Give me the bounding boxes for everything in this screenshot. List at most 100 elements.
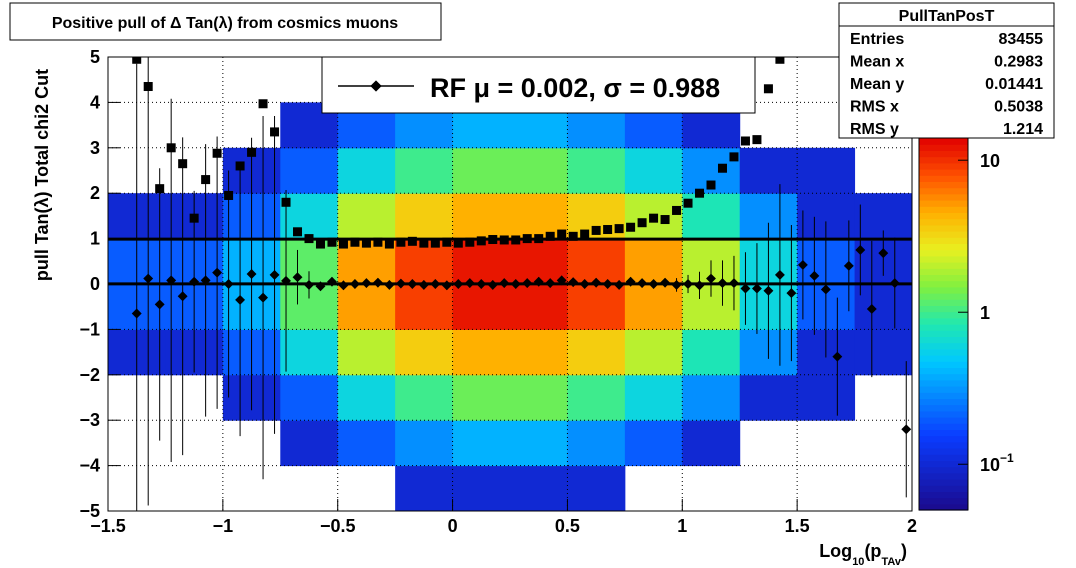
stats-key: RMS y xyxy=(850,121,899,138)
heat-cell xyxy=(624,374,683,421)
heat-cell xyxy=(854,329,912,376)
square-marker xyxy=(338,239,348,249)
diamond-marker xyxy=(200,275,211,286)
square-marker xyxy=(132,57,142,64)
diamond-marker xyxy=(361,278,372,289)
diamond-marker xyxy=(751,283,762,294)
color-bar-band xyxy=(919,193,968,201)
x-tick-label: 1 xyxy=(677,516,687,536)
diamond-marker xyxy=(269,269,280,280)
heat-cell xyxy=(337,284,396,330)
diamond-marker xyxy=(625,276,636,287)
heat-cell xyxy=(567,420,626,467)
diamond-marker xyxy=(660,277,671,288)
x-axis-label: Log10(pTAv) xyxy=(819,541,907,568)
stats-value: 83455 xyxy=(999,31,1044,48)
stats-value: 0.5038 xyxy=(994,99,1043,116)
color-bar-band xyxy=(919,317,968,325)
square-marker xyxy=(442,237,452,247)
heat-cell xyxy=(510,420,568,467)
square-marker xyxy=(384,239,394,249)
color-bar-band xyxy=(919,280,968,288)
color-bar-band xyxy=(919,231,968,238)
color-bar-band xyxy=(919,299,968,306)
profiles xyxy=(108,57,912,511)
heat-cell xyxy=(567,329,626,376)
diamond-marker xyxy=(453,279,464,289)
diamond-marker xyxy=(372,277,383,288)
color-bar-band xyxy=(919,243,968,251)
color-bar-band xyxy=(919,398,968,406)
y-tick-label: −1 xyxy=(79,319,100,339)
square-marker xyxy=(672,205,682,215)
heat-cell xyxy=(337,329,396,376)
square-marker xyxy=(775,57,785,64)
color-bar-band xyxy=(919,224,968,232)
square-marker xyxy=(557,229,567,239)
y-tick-label: −5 xyxy=(79,501,100,521)
heat-cell xyxy=(854,284,912,330)
heat-cell xyxy=(280,329,339,376)
diamond-marker xyxy=(579,279,590,289)
color-bar-band xyxy=(919,485,968,492)
stats-value: 0.2983 xyxy=(994,54,1043,71)
stats-key: Entries xyxy=(850,31,904,48)
color-bar-band xyxy=(919,379,968,387)
square-marker xyxy=(293,227,303,237)
diamond-marker xyxy=(694,280,705,291)
heat-cell xyxy=(452,147,511,194)
heat-cell xyxy=(395,329,454,376)
color-bar-band xyxy=(919,503,968,511)
diamond-marker xyxy=(855,245,866,255)
x-label-part: ) xyxy=(901,541,907,561)
color-bar-band xyxy=(919,255,968,263)
color-bar-band xyxy=(919,268,968,275)
square-marker xyxy=(637,218,647,228)
square-marker xyxy=(649,213,659,223)
diamond-marker xyxy=(338,280,349,291)
color-bar-band xyxy=(919,162,968,170)
diamond-marker xyxy=(143,273,154,284)
diamond-marker xyxy=(843,260,854,271)
color-bar-band xyxy=(919,305,968,313)
color-bar-band xyxy=(919,169,968,176)
diamond-marker xyxy=(832,351,843,362)
color-bar-band xyxy=(919,454,968,461)
color-bar-band xyxy=(919,460,968,468)
legend-text: RF μ = 0.002, σ = 0.988 xyxy=(430,73,720,103)
color-bar-band xyxy=(919,212,968,220)
diamond-marker xyxy=(901,424,912,435)
diamond-marker xyxy=(878,248,889,259)
square-marker xyxy=(258,99,268,109)
diamond-marker xyxy=(648,279,659,289)
diamond-marker xyxy=(384,279,395,290)
diamond-marker xyxy=(418,279,429,290)
square-marker xyxy=(476,236,486,246)
square-marker xyxy=(430,238,440,248)
color-bar-band xyxy=(919,441,968,449)
heat-cell xyxy=(337,147,396,194)
diamond-marker xyxy=(441,280,452,291)
square-marker xyxy=(350,237,360,247)
diamond-marker xyxy=(189,276,200,287)
diamond-marker xyxy=(407,279,418,289)
diamond-marker xyxy=(499,278,510,289)
x-label-part: (p xyxy=(864,541,881,561)
square-marker xyxy=(545,231,555,241)
y-tick-label: 5 xyxy=(90,47,100,67)
color-bar-band xyxy=(919,466,968,474)
heat-cell xyxy=(452,193,511,240)
stats-box: PullTanPosT Entries 83455 Mean x 0.2983 Mean … xyxy=(838,2,1055,139)
diamond-marker xyxy=(637,278,648,289)
square-marker xyxy=(729,152,739,162)
y-tick-label: 3 xyxy=(90,138,100,158)
square-marker xyxy=(488,235,498,245)
color-bar-band xyxy=(919,392,968,399)
square-marker xyxy=(695,188,705,198)
x-tick-label: −1.5 xyxy=(90,516,126,536)
diamond-marker xyxy=(602,279,613,289)
color-bar-band xyxy=(919,497,968,505)
heat-cell xyxy=(797,147,856,194)
diamond-marker xyxy=(786,288,797,299)
color-bar-band xyxy=(919,200,968,207)
